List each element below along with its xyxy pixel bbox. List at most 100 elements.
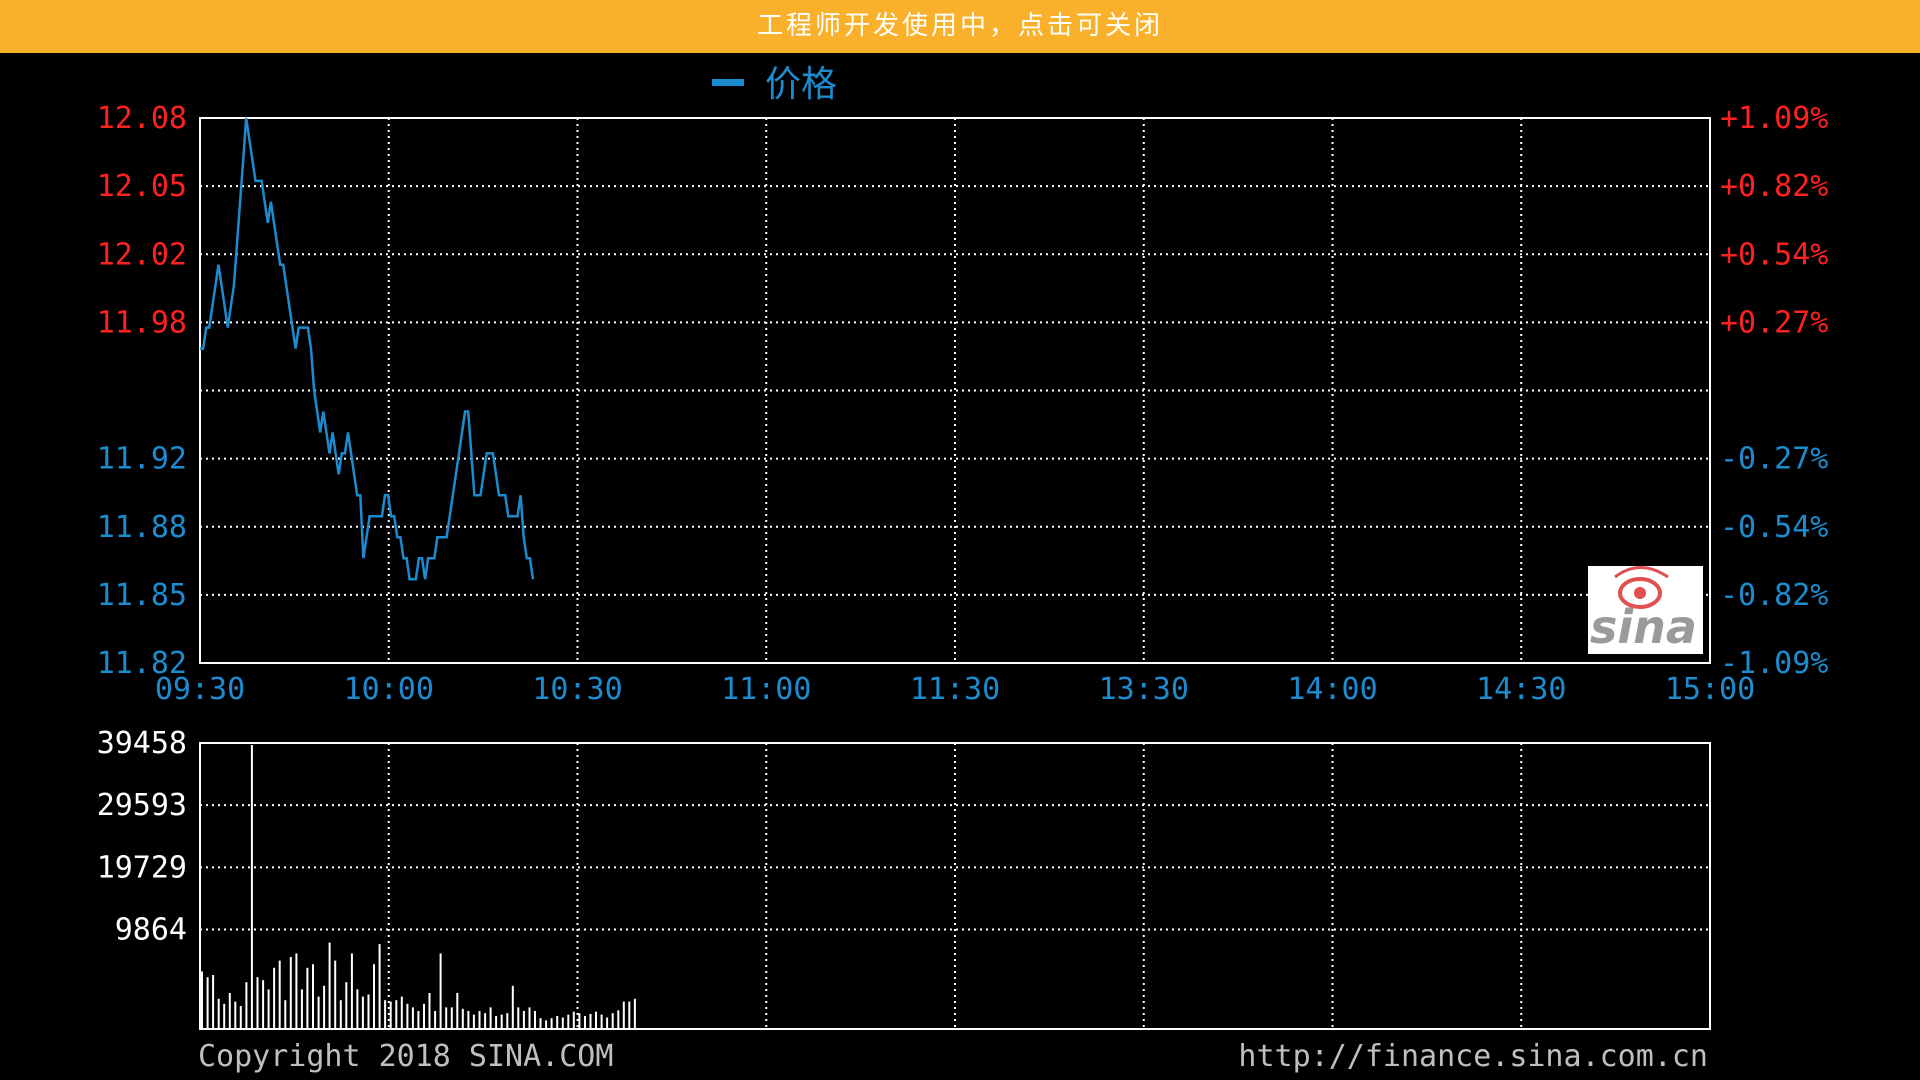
volume-bar xyxy=(611,1013,614,1029)
y-tick-label: 12.05 xyxy=(97,169,187,204)
volume-bar xyxy=(578,1013,581,1029)
volume-bar xyxy=(400,996,403,1029)
volume-bar xyxy=(534,1011,536,1029)
volume-bar xyxy=(384,1000,387,1029)
y-tick-label: +0.27% xyxy=(1720,305,1828,340)
volume-bar xyxy=(350,953,353,1029)
volume-bar xyxy=(517,1007,520,1029)
volume-bar xyxy=(273,967,276,1029)
volume-bar xyxy=(500,1014,503,1029)
volume-bar xyxy=(567,1014,570,1029)
price-line xyxy=(200,117,535,581)
price-grid xyxy=(200,118,1710,663)
volume-bar xyxy=(584,1016,586,1029)
volume-bar xyxy=(489,1007,492,1029)
volume-bar xyxy=(295,953,298,1029)
volume-bar xyxy=(622,1001,625,1029)
volume-bar xyxy=(456,993,459,1029)
volume-bar xyxy=(201,971,203,1029)
volume-bar xyxy=(628,1001,631,1029)
volume-bar xyxy=(472,1014,475,1029)
volume-bar xyxy=(439,953,442,1029)
volume-bar xyxy=(228,993,231,1029)
volume-bar xyxy=(495,1016,498,1029)
volume-bar xyxy=(545,1020,548,1029)
volume-bar xyxy=(395,1000,398,1029)
volume-bar xyxy=(312,964,314,1029)
volume-bar xyxy=(239,1006,242,1029)
legend-label: 价格 xyxy=(765,64,837,105)
y-tick-label: 9864 xyxy=(115,913,187,948)
volume-bar xyxy=(423,1003,425,1029)
x-tick-label: 15:00 xyxy=(1665,672,1755,707)
volume-bar xyxy=(450,1007,453,1029)
volume-bar xyxy=(367,994,370,1029)
y-tick-label: 11.92 xyxy=(97,442,187,477)
volume-bar xyxy=(289,957,292,1029)
volume-bar xyxy=(262,980,265,1029)
stock-chart: 价格 12.08 12.05 12.02 11.98 11.92 11.88 11.85 11… xyxy=(97,64,1829,1074)
y-tick-label: 11.82 xyxy=(97,646,187,681)
volume-bar xyxy=(278,960,281,1029)
y-tick-label: +1.09% xyxy=(1720,101,1828,136)
volume-bar xyxy=(511,985,514,1029)
volume-bar xyxy=(206,977,209,1029)
volume-bar xyxy=(317,996,320,1029)
legend-swatch xyxy=(712,79,744,86)
volume-bar xyxy=(633,998,636,1029)
volume-bar xyxy=(234,1001,237,1029)
volume-bar xyxy=(267,989,270,1029)
y-tick-label: 12.02 xyxy=(97,237,187,272)
volume-bar xyxy=(284,1000,287,1029)
copyright-text: Copyright 2018 SINA.COM xyxy=(198,1039,613,1074)
volume-bar xyxy=(461,1008,464,1029)
y-tick-label: -0.54% xyxy=(1720,510,1828,545)
price-panel-border xyxy=(199,117,1711,664)
volume-bar xyxy=(445,1007,448,1029)
volume-bar xyxy=(434,1011,437,1029)
x-tick-label: 14:30 xyxy=(1476,672,1566,707)
volume-bar xyxy=(361,996,364,1029)
volume-bar xyxy=(572,1011,575,1029)
x-tick-label: 11:30 xyxy=(910,672,1000,707)
volume-bar xyxy=(217,998,220,1029)
volume-bar xyxy=(528,1007,531,1029)
volume-bar xyxy=(306,967,309,1029)
volume-bar xyxy=(373,964,375,1029)
volume-bar xyxy=(417,1011,420,1029)
x-tick-label: 09:30 xyxy=(155,672,245,707)
volume-bar xyxy=(356,989,359,1029)
volume-bar xyxy=(484,1013,487,1029)
volume-bar xyxy=(478,1011,481,1029)
volume-bar xyxy=(467,1011,470,1029)
y-tick-label: -0.27% xyxy=(1720,442,1828,477)
y-tick-label: 39458 xyxy=(97,726,187,761)
y-tick-label: 19729 xyxy=(97,850,187,885)
y-tick-label: 12.08 xyxy=(97,101,187,136)
volume-bar xyxy=(245,982,248,1029)
volume-bar xyxy=(223,1003,226,1029)
volume-bar xyxy=(506,1013,509,1029)
volume-bar xyxy=(345,982,348,1029)
y-tick-label: +0.54% xyxy=(1720,237,1828,272)
volume-bar xyxy=(428,993,431,1029)
source-url: http://finance.sina.com.cn xyxy=(1238,1039,1708,1074)
volume-bar xyxy=(300,989,303,1029)
volume-bar xyxy=(550,1018,553,1029)
volume-bar xyxy=(212,975,215,1029)
left-axis: 12.08 12.05 12.02 11.98 11.92 11.88 11.85 11.82 xyxy=(97,101,187,681)
x-tick-label: 11:00 xyxy=(721,672,811,707)
volume-bars xyxy=(201,745,636,1029)
volume-grid xyxy=(200,743,1710,1029)
volume-bar xyxy=(617,1010,620,1029)
x-tick-label: 14:00 xyxy=(1287,672,1377,707)
volume-bar xyxy=(561,1017,564,1029)
dev-banner[interactable]: 工程师开发使用中，点击可关闭 xyxy=(0,0,1920,53)
volume-axis: 39458 29593 19729 9864 xyxy=(97,726,187,948)
y-tick-label: +0.82% xyxy=(1720,169,1828,204)
volume-bar xyxy=(600,1014,603,1029)
volume-bar xyxy=(556,1016,559,1029)
volume-bar xyxy=(378,944,381,1029)
volume-bar xyxy=(389,1001,392,1029)
sina-logo-text: sina xyxy=(1590,600,1697,654)
